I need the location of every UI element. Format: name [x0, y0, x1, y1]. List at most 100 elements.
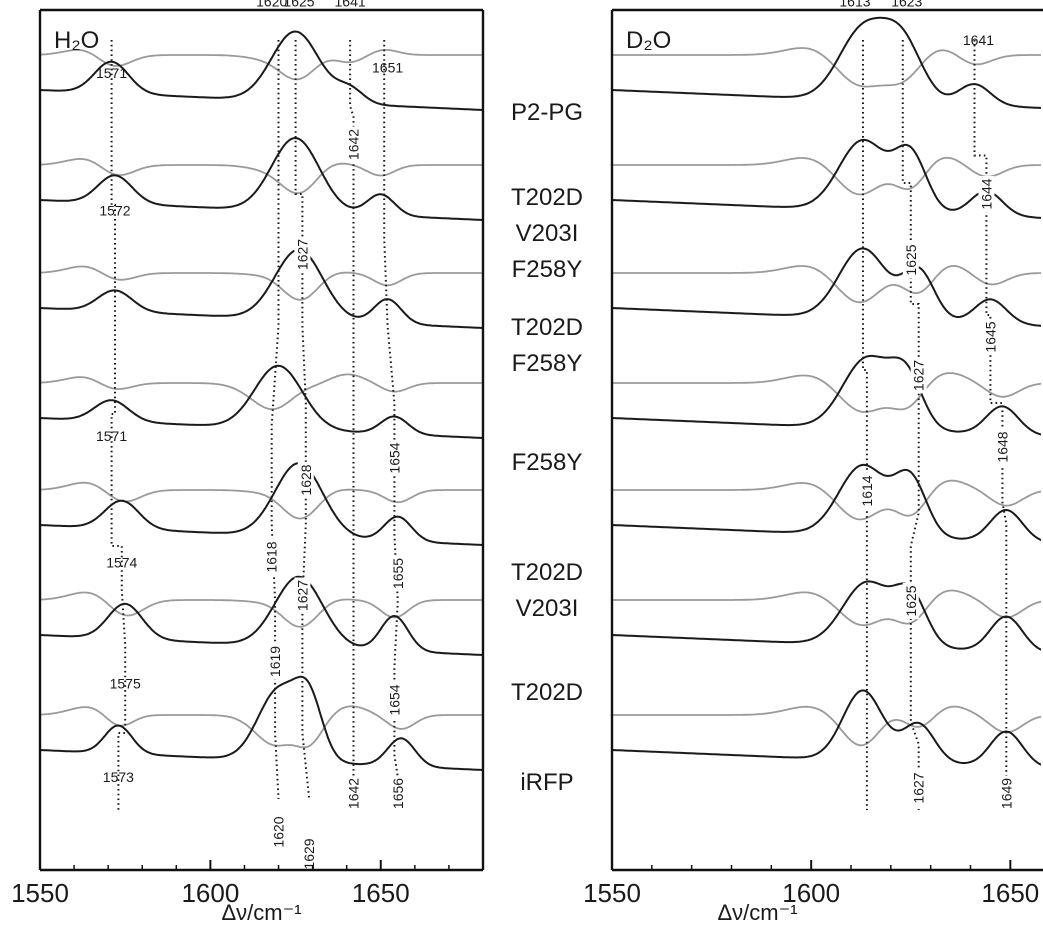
peak-label: 1649 — [998, 778, 1014, 809]
black-trace — [40, 462, 483, 546]
gray-trace — [612, 372, 1041, 413]
peak-label: 1625 — [903, 585, 919, 616]
peak-label: 1625 — [903, 244, 919, 275]
peak-label: 1620 — [256, 0, 287, 10]
gray-trace — [40, 705, 483, 749]
sample-label-line: F258Y — [512, 350, 583, 377]
x-tick-label: 1550 — [11, 878, 69, 908]
peak-label: 1648 — [994, 431, 1010, 462]
peak-label: 1644 — [978, 178, 994, 209]
x-tick-label: 1650 — [352, 878, 410, 908]
spectrum-p2-pg — [612, 16, 1041, 109]
sample-label-line: F258Y — [512, 256, 583, 283]
sample-label-line: P2-PG — [511, 99, 583, 126]
x-tick-label: 1650 — [981, 878, 1039, 908]
black-trace — [40, 575, 483, 656]
peak-label: 1571 — [96, 428, 127, 444]
gray-trace — [612, 156, 1041, 196]
spectrum-t202d-f258y — [40, 248, 483, 329]
black-trace — [40, 30, 483, 111]
gray-trace — [40, 49, 483, 81]
spectrum-t202d-v203i — [612, 463, 1041, 542]
peak-label: 1623 — [891, 0, 922, 10]
peak-guide-line — [110, 40, 127, 810]
sample-label-line: V203I — [516, 220, 579, 247]
peak-label: 1573 — [103, 769, 134, 785]
spectrum-f258y — [612, 354, 1041, 436]
peak-guide-line — [901, 40, 920, 810]
sample-label-line: T202D — [511, 679, 583, 706]
gray-trace — [40, 481, 483, 520]
plot-frame — [38, 8, 485, 872]
gray-trace — [40, 591, 483, 628]
peak-label: 1641 — [335, 0, 366, 10]
peak-label: 1654 — [386, 684, 402, 715]
black-trace — [40, 248, 483, 329]
sample-label-line: T202D — [511, 314, 583, 341]
spectrum-f258y — [40, 364, 483, 439]
sample-label-line: T202D — [511, 559, 583, 586]
x-tick-label: 1600 — [181, 878, 239, 908]
peak-guide-line — [294, 40, 311, 800]
sample-label-t202d-v203i: T202D V203I — [511, 559, 583, 622]
x-tick-label: 1550 — [583, 878, 641, 908]
spectrum-t202d — [612, 580, 1041, 651]
peak-label: 1627 — [911, 360, 927, 391]
panel-label: H₂O — [54, 27, 99, 54]
peak-label: 1619 — [267, 646, 283, 677]
peak-label: 1656 — [390, 778, 406, 809]
black-trace — [612, 689, 1041, 766]
plot-frame — [610, 8, 1043, 872]
peak-label: 1571 — [96, 65, 127, 81]
black-trace — [40, 364, 483, 439]
gray-trace — [612, 589, 1041, 627]
peak-label: 1641 — [963, 32, 994, 48]
peak-label: 1655 — [390, 558, 406, 589]
peak-label: 1572 — [99, 203, 130, 219]
d2o-panel: 1613 1623 1641 1644 1625 1645 1627 1648 1614 1625… — [583, 0, 1043, 925]
gray-trace — [612, 264, 1041, 304]
peak-label: 1625 — [283, 0, 314, 10]
gray-trace — [612, 705, 1041, 747]
peak-label: 1613 — [839, 0, 870, 10]
peak-label: 1642 — [346, 129, 362, 160]
black-trace — [612, 16, 1041, 109]
spectrum-t202d-f258y — [612, 247, 1041, 327]
peak-label: 1654 — [386, 442, 402, 473]
peak-guide-line — [862, 40, 868, 810]
x-tick-label: 1600 — [782, 878, 840, 908]
peak-label: 1645 — [982, 321, 998, 352]
peak-label: 1627 — [911, 772, 927, 803]
gray-trace — [612, 479, 1041, 521]
sample-label-t202d: T202D — [511, 679, 583, 706]
spectrum-irfp — [40, 675, 483, 771]
panel-label: D₂O — [626, 27, 671, 54]
black-trace — [612, 138, 1041, 219]
peak-label: 1628 — [298, 464, 314, 495]
peak-guide-line — [973, 40, 1008, 810]
black-trace — [612, 580, 1041, 651]
sample-label-line: F258Y — [512, 449, 583, 476]
peak-guide-line — [349, 40, 355, 788]
sample-label-irfp: iRFP — [520, 769, 573, 796]
spectrum-t202d — [40, 575, 483, 656]
spectrum-t202d-v203i-f258y — [612, 138, 1041, 219]
sample-labels: P2-PGT202DV203IF258YT202DF258YF258YT202D… — [511, 99, 583, 796]
peak-label: 1651 — [372, 60, 403, 76]
spectrum-p2-pg — [40, 30, 483, 111]
spectrum-irfp — [612, 689, 1041, 766]
black-trace — [612, 247, 1041, 327]
peak-label: 1614 — [859, 475, 875, 506]
gray-trace — [612, 47, 1041, 88]
peak-label: 1642 — [346, 778, 362, 809]
peak-label: 1627 — [294, 580, 310, 611]
spectrum-t202d-v203i-f258y — [40, 136, 483, 221]
sample-label-t202d-f258y: T202D F258Y — [511, 314, 583, 377]
black-trace — [40, 136, 483, 221]
peak-label: 1618 — [264, 541, 280, 572]
peak-guide-line — [383, 40, 403, 800]
black-trace — [612, 354, 1041, 436]
sample-label-p2pg: P2-PG — [511, 99, 583, 126]
